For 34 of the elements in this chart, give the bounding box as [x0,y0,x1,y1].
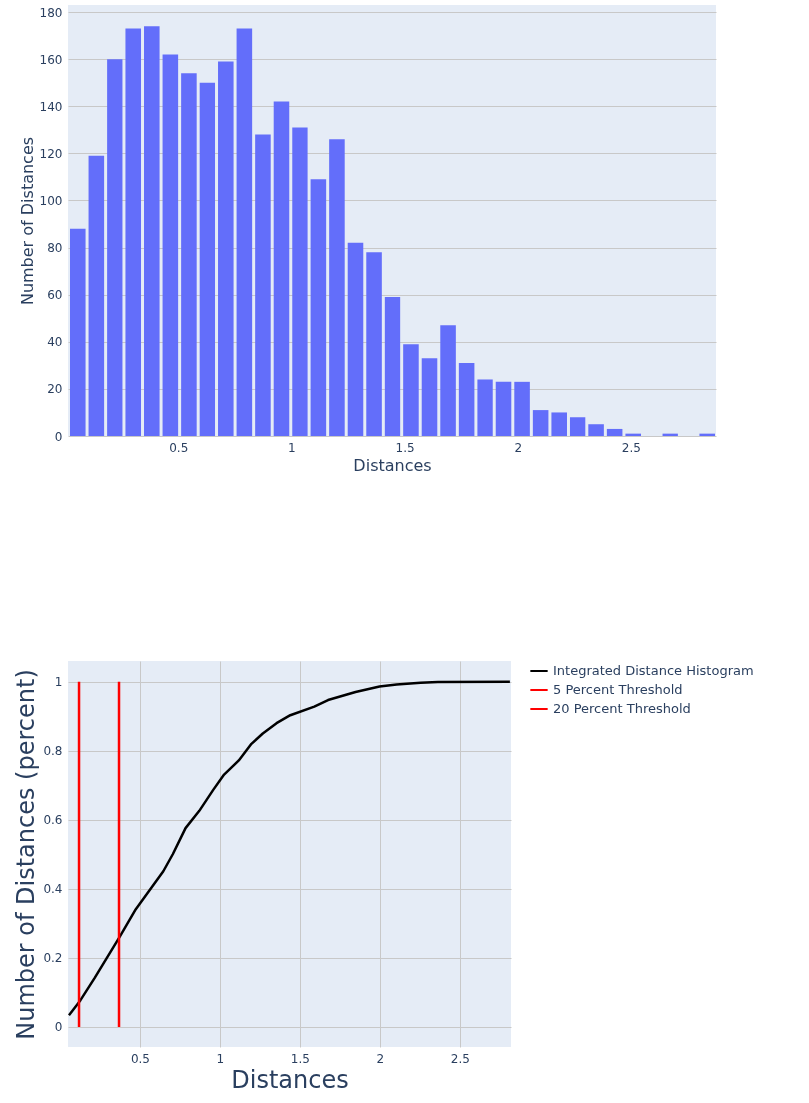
x-axis-title: Distances [353,455,432,475]
x-tick-label: 2 [514,440,523,455]
x-axis-title: Distances [231,1065,349,1094]
x-tick-label: 1 [216,1051,225,1066]
y-tick-label: 20 [47,382,63,397]
y-tick-label: 100 [39,193,63,208]
y-tick-label: 0.2 [43,951,63,966]
y-tick-label: 80 [47,241,63,256]
y-tick-label: 0.4 [43,882,63,897]
y-tick-label: 1 [54,675,63,690]
y-tick-label: 140 [39,99,63,114]
y-tick-label: 120 [39,146,63,161]
y-tick-label: 40 [47,335,63,350]
y-tick-label: 160 [39,52,63,67]
y-tick-label: 0 [54,1020,63,1035]
y-tick-label: 0.6 [43,813,63,828]
x-tick-label: 0.5 [130,1051,151,1066]
y-tick-label: 60 [47,288,63,303]
x-tick-label: 2.5 [450,1051,470,1066]
y-tick-label: 0.8 [43,744,63,759]
x-tick-label: 1 [288,440,296,455]
y-axis-title: Number of Distances (percent) [12,669,41,1040]
legend-label: Integrated Distance Histogram [553,663,754,678]
x-tick-label: 1.5 [290,1051,310,1066]
y-axis-title: Number of Distances [17,136,37,306]
x-tick-label: 2 [376,1051,385,1066]
x-tick-label: 1.5 [395,440,415,455]
x-tick-label: 0.5 [169,440,189,455]
y-tick-label: 180 [39,5,63,20]
legend-label: 20 Percent Threshold [553,701,691,716]
line-series [68,680,511,1017]
legend-label: 5 Percent Threshold [553,682,683,697]
y-tick-label: 0 [54,429,63,444]
x-tick-label: 2.5 [621,440,641,455]
